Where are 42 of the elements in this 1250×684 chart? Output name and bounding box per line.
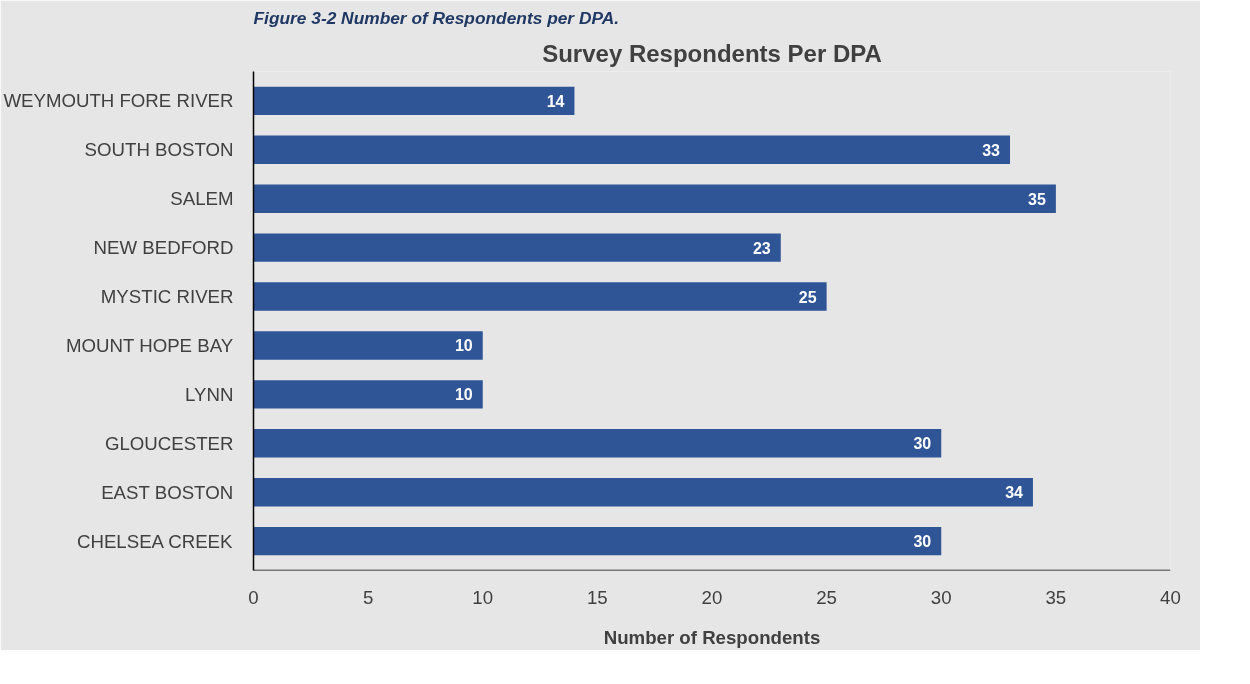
caption: Figure 3-2 Number of Respondents per DPA.	[253, 7, 620, 28]
y-tick-label: WEYMOUTH FORE RIVER	[3, 90, 234, 112]
x-tick-label: 25	[816, 586, 838, 608]
bar	[253, 526, 942, 556]
data-label: 10	[454, 337, 473, 355]
y-tick-label: EAST BOSTON	[101, 481, 234, 503]
data-label: 30	[913, 533, 932, 551]
bar	[253, 135, 1011, 164]
y-tick-label: LYNN	[185, 383, 234, 405]
y-tick-label: SOUTH BOSTON	[84, 139, 234, 161]
data-label: 10	[454, 386, 473, 404]
y-tick-label: MYSTIC RIVER	[100, 286, 234, 308]
x-tick-label: 10	[472, 586, 494, 608]
data-label: 23	[752, 239, 771, 257]
x-axis-title: Number of Respondents	[603, 626, 821, 648]
bar	[253, 478, 1033, 507]
y-tick-label: GLOUCESTER	[104, 432, 234, 454]
data-label: 33	[982, 141, 1001, 159]
bar	[253, 184, 1056, 213]
y-tick-label: NEW BEDFORD	[93, 237, 234, 259]
y-tick-label: SALEM	[170, 188, 234, 210]
bar	[253, 282, 827, 311]
x-tick-label: 0	[248, 586, 259, 608]
data-label: 34	[1005, 484, 1024, 502]
y-tick-label: CHELSEA CREEK	[76, 530, 234, 552]
data-label: 25	[798, 288, 817, 306]
x-tick-label: 30	[930, 586, 952, 608]
bar	[253, 380, 483, 409]
x-tick-label: 20	[701, 586, 723, 608]
data-label: 35	[1028, 190, 1046, 208]
x-tick-label: 35	[1045, 586, 1067, 608]
data-label: 14	[546, 92, 565, 110]
x-tick-label: 5	[362, 586, 374, 608]
x-tick-label: 40	[1160, 586, 1181, 608]
chart-title: Survey Respondents Per DPA	[542, 39, 882, 67]
x-tick-label: 15	[587, 586, 608, 608]
bar	[253, 331, 483, 360]
bar	[253, 429, 942, 458]
bar	[253, 86, 575, 116]
y-tick-label: MOUNT HOPE BAY	[65, 334, 234, 356]
data-label: 30	[913, 435, 932, 453]
bar	[253, 233, 781, 262]
